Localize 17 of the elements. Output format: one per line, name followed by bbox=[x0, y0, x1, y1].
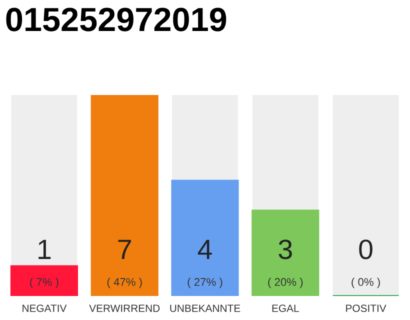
x-tick-label: EGAL bbox=[272, 304, 299, 312]
annotation: 4 bbox=[198, 240, 212, 259]
data-label: ( 0% ) bbox=[352, 278, 380, 288]
annotation: 7 bbox=[118, 240, 131, 259]
x-tick-label: UNBEKANNTE bbox=[170, 304, 240, 312]
chart-title: 015252972019 bbox=[6, 8, 226, 32]
data-label: ( 27% ) bbox=[188, 278, 222, 288]
data-label: ( 20% ) bbox=[268, 278, 303, 288]
x-tick-label: POSITIV bbox=[346, 304, 386, 312]
annotation: 0 bbox=[359, 240, 372, 260]
annotation: 1 bbox=[38, 240, 51, 259]
annotation: 3 bbox=[278, 240, 292, 260]
data-label: ( 7% ) bbox=[30, 278, 58, 288]
x-tick-label: NEGATIV bbox=[22, 304, 67, 312]
data-label: ( 47% ) bbox=[107, 278, 142, 288]
bar bbox=[10, 265, 78, 296]
x-tick-label: VERWIRREND bbox=[89, 304, 160, 312]
